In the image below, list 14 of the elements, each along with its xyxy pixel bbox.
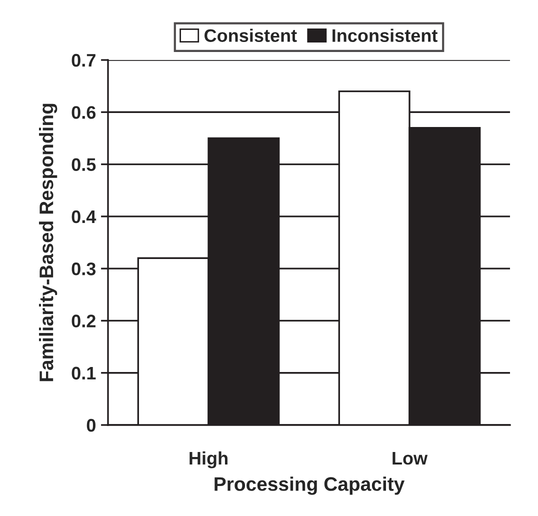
- y-tick-label: 0: [86, 418, 96, 432]
- y-tick-label: 0.3: [72, 262, 96, 276]
- legend-label: Inconsistent: [332, 28, 438, 42]
- y-tick-label: 0.1: [72, 366, 96, 380]
- y-tick-label: 0.5: [72, 158, 96, 172]
- x-tick-label: Low: [392, 452, 428, 465]
- y-tick-label: 0.6: [72, 106, 96, 119]
- y-tick-label: 0.2: [72, 314, 96, 328]
- y-tick-label: 0.7: [72, 54, 96, 67]
- x-axis-title: Processing Capacity: [214, 476, 405, 495]
- y-tick-label: 0.4: [72, 210, 96, 224]
- x-tick-label: High: [190, 451, 228, 468]
- legend-label: Consistent: [204, 28, 297, 42]
- y-axis-title: Familiarity-Based Responding: [38, 104, 58, 382]
